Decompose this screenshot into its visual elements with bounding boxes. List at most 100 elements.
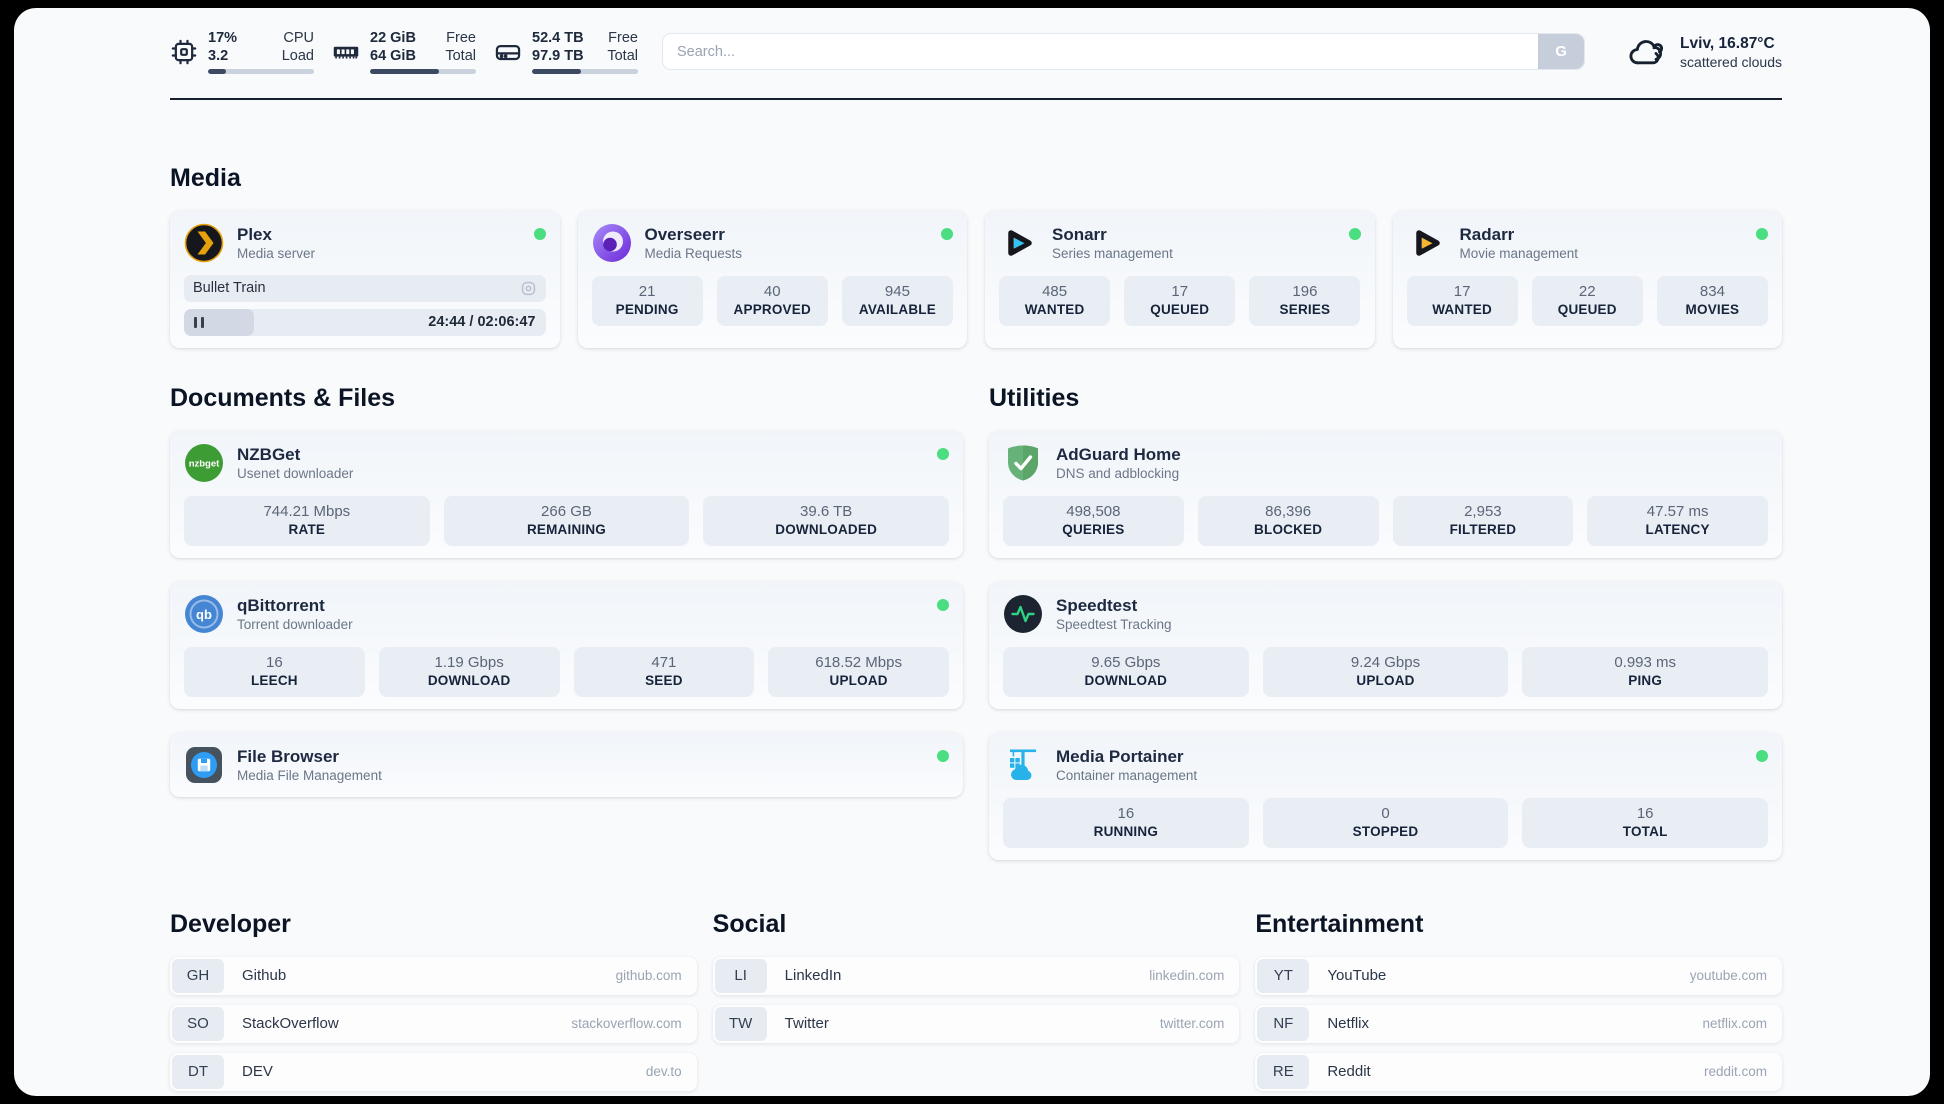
- bookmark-name: Netflix: [1327, 1015, 1370, 1032]
- bookmark-twitter[interactable]: TW Twitter twitter.com: [712, 1004, 1240, 1043]
- dashboard-page: 17% CPU 3.2 Load 22 GiB Free 64 GiB Total: [14, 8, 1930, 1096]
- stat-wanted: 17 WANTED: [1406, 275, 1518, 326]
- stat-leech: 16 LEECH: [184, 646, 365, 697]
- section-title-media: Media: [170, 163, 241, 192]
- media-card-row: Plex Media server Bullet Train 24:44 / 0…: [170, 210, 1782, 348]
- service-card-speedtest[interactable]: Speedtest Speedtest Tracking 9.65 Gbps DO…: [989, 581, 1782, 709]
- service-name: NZBGet: [237, 445, 301, 464]
- bookmark-group-social: Social LI LinkedIn linkedin.com TW Twitt…: [712, 909, 1240, 1091]
- stat-queries: 498,508 QUERIES: [1003, 495, 1184, 546]
- stat-seed: 471 SEED: [573, 646, 755, 697]
- service-card-nzbget[interactable]: nzbget NZBGet Usenet downloader 744.21 M…: [170, 430, 963, 558]
- section-title-entertainment: Entertainment: [1255, 909, 1424, 938]
- disk-free: 52.4 TB: [532, 30, 584, 46]
- bookmark-abbr: SO: [172, 1006, 224, 1041]
- stat-movies: 834 MOVIES: [1656, 275, 1768, 326]
- playback-progressbar[interactable]: 24:44 / 02:06:47: [184, 308, 546, 336]
- header-divider: [170, 97, 1782, 100]
- adguard-icon: [1008, 445, 1038, 480]
- service-subtitle: Usenet downloader: [237, 466, 354, 481]
- service-card-sonarr[interactable]: Sonarr Series management 485 WANTED 17 QUE…: [985, 210, 1375, 348]
- portainer-icon: [1010, 749, 1036, 780]
- clouds-icon: [1629, 39, 1664, 64]
- service-subtitle: Media Requests: [644, 246, 743, 261]
- bookmark-domain: reddit.com: [1703, 1064, 1767, 1079]
- bookmark-dev[interactable]: DT DEV dev.to: [170, 1052, 697, 1091]
- service-subtitle: Series management: [1052, 246, 1173, 261]
- filebrowser-icon: [186, 746, 222, 783]
- service-subtitle: Movie management: [1459, 246, 1579, 261]
- status-dot: [1756, 227, 1768, 240]
- bookmark-name: LinkedIn: [784, 967, 842, 984]
- qbittorrent-icon: qb: [185, 594, 223, 633]
- pause-icon: [194, 316, 204, 328]
- service-name: Radarr: [1459, 225, 1515, 244]
- section-title-utilities: Utilities: [989, 383, 1080, 412]
- stat-rate: 744.21 Mbps RATE: [184, 495, 430, 546]
- bookmark-stackoverflow[interactable]: SO StackOverflow stackoverflow.com: [170, 1004, 697, 1043]
- memory-widget: 22 GiB Free 64 GiB Total: [332, 30, 476, 74]
- google-search-button[interactable]: G: [1538, 34, 1585, 70]
- service-name: Plex: [237, 225, 272, 244]
- service-card-overseerr[interactable]: Overseerr Media Requests 21 PENDING 40 APP…: [577, 210, 967, 348]
- stat-series: 196 SERIES: [1249, 275, 1361, 326]
- cpu-widget: 17% CPU 3.2 Load: [170, 30, 314, 74]
- stat-ping: 0.993 ms PING: [1522, 646, 1768, 697]
- service-card-filebrowser[interactable]: File Browser Media File Management: [170, 732, 963, 797]
- stat-upload: 618.52 Mbps UPLOAD: [768, 646, 949, 697]
- service-name: qBittorrent: [237, 596, 325, 615]
- stat-filtered: 2,953 FILTERED: [1392, 495, 1574, 546]
- bookmark-name: Reddit: [1327, 1063, 1371, 1080]
- service-card-plex[interactable]: Plex Media server Bullet Train 24:44 / 0…: [170, 210, 560, 348]
- now-playing-title: Bullet Train: [193, 280, 266, 296]
- service-card-portainer[interactable]: Media Portainer Container management 16 R…: [989, 732, 1782, 860]
- bookmark-domain: linkedin.com: [1149, 968, 1225, 983]
- nzbget-icon: nzbget: [185, 443, 223, 482]
- status-dot: [937, 749, 949, 762]
- bookmark-youtube[interactable]: YT YouTube youtube.com: [1255, 956, 1782, 995]
- memory-free: 22 GiB: [370, 30, 416, 46]
- bookmark-abbr: GH: [172, 958, 224, 993]
- service-card-radarr[interactable]: Radarr Movie management 17 WANTED 22 QUEUE…: [1392, 210, 1782, 348]
- radarr-icon: [1415, 229, 1440, 256]
- bookmark-domain: stackoverflow.com: [571, 1016, 682, 1031]
- search-input[interactable]: [663, 34, 1539, 70]
- service-card-qbittorrent[interactable]: qb qBittorrent Torrent downloader 16 LEEC…: [170, 581, 963, 709]
- service-name: AdGuard Home: [1056, 445, 1181, 464]
- disk-progressbar: [532, 69, 638, 74]
- bookmark-netflix[interactable]: NF Netflix netflix.com: [1255, 1004, 1782, 1043]
- bookmark-abbr: LI: [714, 958, 767, 993]
- weather-condition: scattered clouds: [1680, 53, 1782, 70]
- weather-location-temp: Lviv, 16.87°C: [1680, 34, 1775, 52]
- stat-queued: 17 QUEUED: [1124, 275, 1236, 326]
- section-title-developer: Developer: [170, 909, 291, 938]
- stat-queued: 22 QUEUED: [1531, 275, 1643, 326]
- status-dot: [1756, 749, 1768, 762]
- svg-text:nzbget: nzbget: [189, 458, 220, 469]
- bookmark-abbr: DT: [172, 1054, 224, 1089]
- disk-widget: 52.4 TB Free 97.9 TB Total: [494, 30, 638, 74]
- playback-time: 24:44 / 02:06:47: [428, 314, 536, 330]
- documents-column: Documents & Files nzbget NZBGet Usenet d…: [170, 384, 963, 860]
- stat-pending: 21 PENDING: [591, 275, 703, 326]
- section-title-social: Social: [712, 909, 787, 938]
- service-card-adguard[interactable]: AdGuard Home DNS and adblocking 498,508 Q…: [989, 430, 1782, 558]
- stat-approved: 40 APPROVED: [716, 275, 828, 326]
- stat-download: 9.65 Gbps DOWNLOAD: [1003, 646, 1249, 697]
- bookmark-github[interactable]: GH Github github.com: [170, 956, 697, 995]
- speedtest-icon: [1004, 594, 1042, 633]
- bookmark-group-developer: Developer GH Github github.com SO StackO…: [170, 910, 697, 1091]
- now-playing-row: Bullet Train: [184, 274, 546, 302]
- bookmark-name: DEV: [242, 1063, 273, 1080]
- bookmark-linkedin[interactable]: LI LinkedIn linkedin.com: [712, 956, 1240, 995]
- utilities-column: Utilities AdGuard Home DNS: [989, 384, 1782, 860]
- bookmark-name: Github: [242, 967, 287, 984]
- bookmark-reddit[interactable]: RE Reddit reddit.com: [1255, 1052, 1782, 1091]
- status-dot: [533, 227, 546, 240]
- stat-wanted: 485 WANTED: [999, 275, 1111, 326]
- stat-blocked: 86,396 BLOCKED: [1197, 495, 1379, 546]
- stat-total: 16 TOTAL: [1522, 797, 1768, 848]
- bookmark-domain: netflix.com: [1702, 1016, 1767, 1031]
- stat-download: 1.19 Gbps DOWNLOAD: [378, 646, 560, 697]
- top-bar: 17% CPU 3.2 Load 22 GiB Free 64 GiB Total: [170, 30, 1782, 74]
